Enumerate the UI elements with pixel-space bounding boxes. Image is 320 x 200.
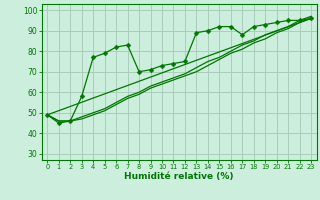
X-axis label: Humidité relative (%): Humidité relative (%) xyxy=(124,172,234,181)
